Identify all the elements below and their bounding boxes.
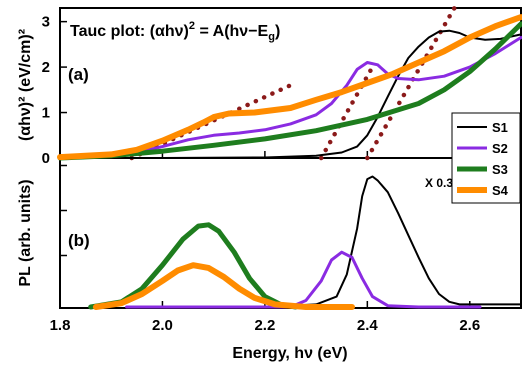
panel-a-curves: [57, 14, 522, 161]
y-tick-label-a-0: 0: [42, 150, 50, 167]
y-axis-title-b: PL (arb. units): [17, 179, 34, 286]
panel-b-series-s2: [125, 250, 482, 309]
scale-annotation: X 0.3: [425, 176, 453, 190]
tauc-fit-line-0: [129, 83, 293, 161]
x-tick-label-2: 2.2: [254, 317, 275, 334]
x-tick-label-4: 2.6: [459, 317, 480, 334]
legend-label-s2: S2: [492, 141, 508, 156]
panel-a-series-s4: [57, 14, 522, 161]
y-axis-title-a: (αhν)² (eV/cm)²: [17, 29, 34, 141]
legend-label-s3: S3: [492, 162, 508, 177]
axis-ticks: 1.8 2.0 2.2 2.4 2.6 0 1 2 3: [42, 14, 481, 334]
y-tick-label-a-1: 1: [42, 105, 50, 122]
panel-a-label: (a): [68, 65, 89, 84]
panel-a-title: Tauc plot: (αhν)2 = A(hν−Eg): [70, 20, 280, 43]
x-tick-label-1: 2.0: [152, 317, 173, 334]
legend: S1 S2 S3 S4: [451, 112, 521, 204]
panel-a-series-s3: [57, 21, 522, 161]
x-axis-title: Energy, hν (eV): [232, 345, 347, 362]
x-tick-label-0: 1.8: [50, 317, 71, 334]
panel-b-curves: [88, 175, 522, 310]
y-tick-label-a-2: 2: [42, 59, 50, 76]
tauc-fit-line-1: [318, 64, 375, 161]
panel-a-series-s2: [58, 36, 522, 160]
y-tick-label-a-3: 3: [42, 14, 50, 31]
panel-b-series-s3: [88, 222, 299, 310]
legend-label-s1: S1: [492, 120, 508, 135]
fit-lines: [129, 5, 457, 161]
panel-b-series-s1: [263, 175, 522, 308]
panel-b-series-s4: [92, 262, 355, 310]
x-tick-label-3: 2.4: [357, 317, 379, 334]
legend-label-s4: S4: [492, 183, 509, 198]
panel-b-label: (b): [68, 231, 90, 250]
tauc-fit-line-2: [365, 5, 457, 161]
